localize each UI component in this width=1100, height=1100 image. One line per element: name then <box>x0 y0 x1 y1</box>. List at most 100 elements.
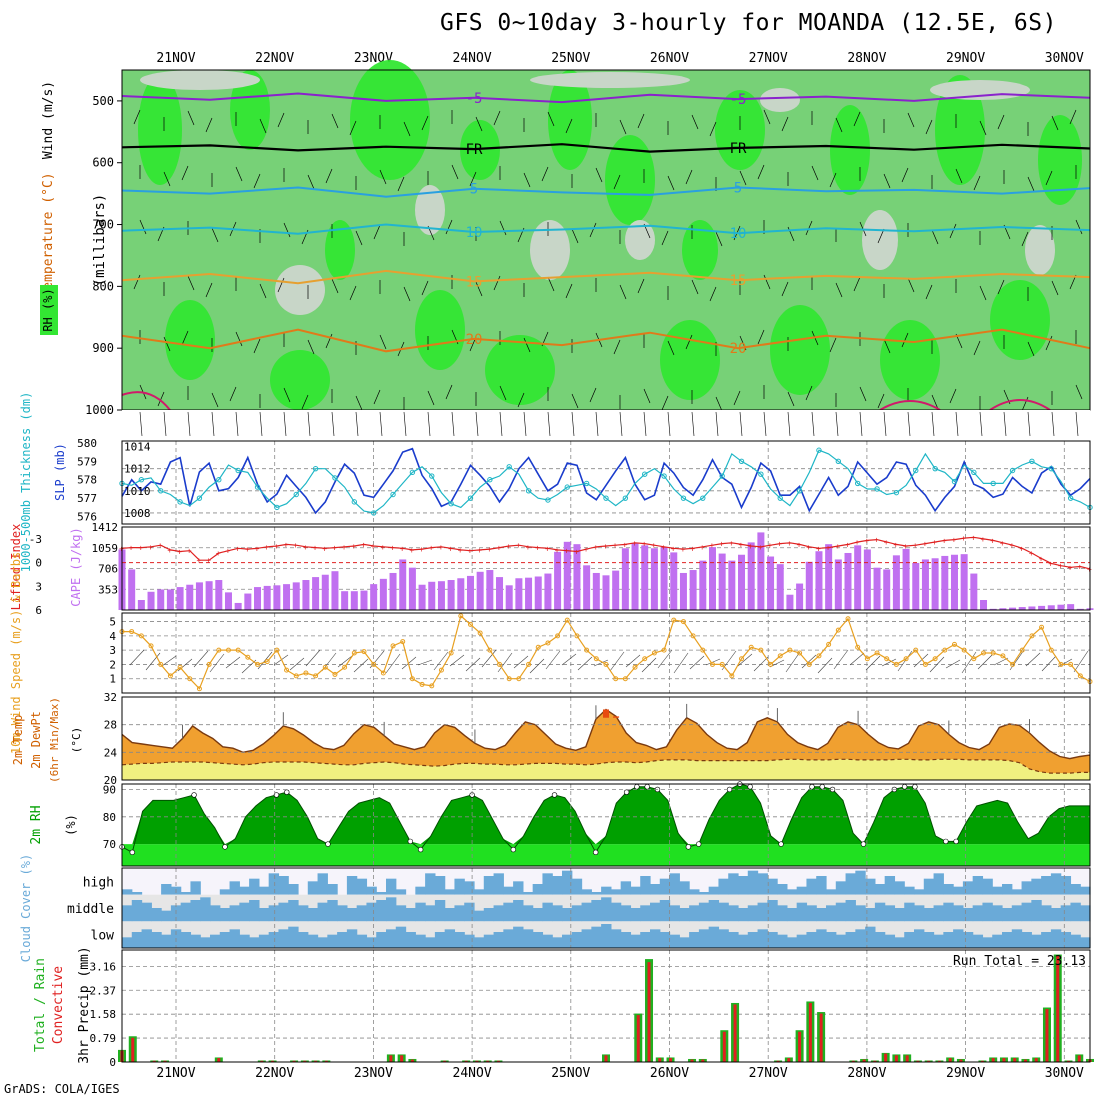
cloud-cover-bar <box>395 889 407 895</box>
precip-convective-bar <box>152 1060 156 1062</box>
wind-speed-marker <box>138 633 144 639</box>
wind-barb-10m <box>145 652 161 671</box>
wind-speed-marker <box>516 676 522 682</box>
rh-high-region <box>460 120 500 180</box>
surface-wind-barb <box>403 411 407 437</box>
wind-speed-marker <box>680 619 686 625</box>
wind-barb <box>901 332 909 348</box>
cloud-cover-bar <box>258 934 270 948</box>
thickness-marker <box>545 497 551 503</box>
cloud-cover-bar <box>757 873 768 895</box>
cloud-cover-bar <box>356 934 368 948</box>
cloud-cover-bar <box>865 926 876 948</box>
wind-barb <box>139 219 147 235</box>
wind-barb <box>523 337 531 353</box>
cloud-cover-bar <box>1002 908 1013 922</box>
cape-bar <box>689 570 697 610</box>
lifted-index-marker: + <box>206 556 211 565</box>
wind-barb <box>373 389 381 405</box>
pressure-axis-label: (millibars) <box>92 194 108 287</box>
wind-barb <box>835 282 843 298</box>
thickness-marker <box>467 495 474 501</box>
precip-convective-bar <box>927 1060 931 1062</box>
dewpoint-axis-label: 2m DewPt <box>29 711 43 769</box>
cloud-cover-bar <box>718 902 729 922</box>
wind-speed-marker <box>458 613 464 619</box>
cape-bar <box>631 543 639 610</box>
precip-convective-bar <box>991 1058 995 1062</box>
cloud-cover-bar <box>914 905 925 922</box>
cloud-frame <box>121 867 1091 949</box>
rh2m-marker <box>510 846 517 853</box>
cloud-cover-bar <box>464 902 475 922</box>
wind-barb <box>397 176 405 192</box>
rh2m-tick-label: 80 <box>103 811 116 824</box>
cloud-cover-bar <box>307 881 319 895</box>
wind-barb <box>715 231 723 247</box>
precip-convective-bar <box>1023 1059 1027 1062</box>
cape-bar <box>350 591 358 610</box>
cloud-cover-bar <box>601 924 612 948</box>
wind-barb-10m <box>881 658 897 667</box>
cloud-cover-bar <box>1080 886 1091 895</box>
precip-tick-label: 3.16 <box>90 960 117 973</box>
lifted-index-marker: + <box>167 546 172 555</box>
wind-speed-marker <box>855 644 861 650</box>
wind-barb <box>259 118 267 134</box>
cloud-cover-bar <box>591 926 602 948</box>
wind-barb <box>787 226 795 242</box>
cloud-cover-bar <box>317 937 328 948</box>
rh2m-marker <box>644 784 650 790</box>
surface-wind-barb <box>211 411 215 437</box>
surface-wind-barb <box>475 411 479 437</box>
wind-barb-10m <box>337 655 353 668</box>
thickness-marker <box>274 504 280 511</box>
lifted-index-marker: + <box>467 547 472 556</box>
wind-speed-marker <box>690 633 696 639</box>
wind-speed-marker <box>361 649 367 655</box>
rh-high-region <box>350 60 430 180</box>
lifted-index-marker: + <box>371 542 376 551</box>
cloud-cover-bar <box>1050 873 1062 895</box>
wind-speed-marker <box>1039 624 1045 630</box>
wind-barb <box>883 173 891 189</box>
cloud-cover-bar <box>268 932 280 948</box>
wind-barb-10m <box>497 652 513 673</box>
wind-speed-marker <box>748 644 754 650</box>
cloud-cover-bar <box>268 905 280 922</box>
wind-speed-line <box>122 614 1091 690</box>
cloud-cover-bar <box>992 886 1003 895</box>
precip-convective-bar <box>443 1060 447 1062</box>
cloud-cover-bar <box>933 905 944 922</box>
wind-barb-10m <box>929 656 945 673</box>
cloud-cover-bar <box>728 932 739 948</box>
lifted-index-marker: + <box>303 543 308 552</box>
cloud-cover-bar <box>1050 908 1062 922</box>
thickness-marker <box>816 447 822 453</box>
lifted-index-marker: + <box>1039 555 1044 564</box>
cloud-cover-bar <box>141 929 152 948</box>
lifted-index-marker: + <box>768 541 773 550</box>
cloud-cover-bar <box>1080 905 1091 922</box>
wind-barb <box>997 114 1005 130</box>
cape-bar <box>389 572 397 610</box>
cloud-cover-bar <box>874 902 886 922</box>
cloud-cover-bar <box>425 905 436 922</box>
lifted-index-marker: + <box>874 536 879 545</box>
cloud-cover-bar <box>894 881 905 895</box>
precip-convective-bar <box>486 1060 490 1062</box>
wind-tick-label: 2 <box>109 658 116 671</box>
cloud-cover-bar <box>620 881 632 895</box>
rh2m-marker <box>809 784 815 790</box>
cloud-cover-bar <box>239 902 250 922</box>
cape-bar <box>273 585 281 610</box>
precip-convective-bar <box>851 1060 855 1062</box>
lifted-index-marker: + <box>690 544 695 553</box>
wind-barb-10m <box>897 650 913 672</box>
cape-bar <box>147 591 155 610</box>
cloud-cover-bar <box>581 889 592 895</box>
precip-convective-bar <box>314 1060 318 1062</box>
rh2m-marker <box>593 849 599 856</box>
wind-speed-marker <box>419 681 425 687</box>
